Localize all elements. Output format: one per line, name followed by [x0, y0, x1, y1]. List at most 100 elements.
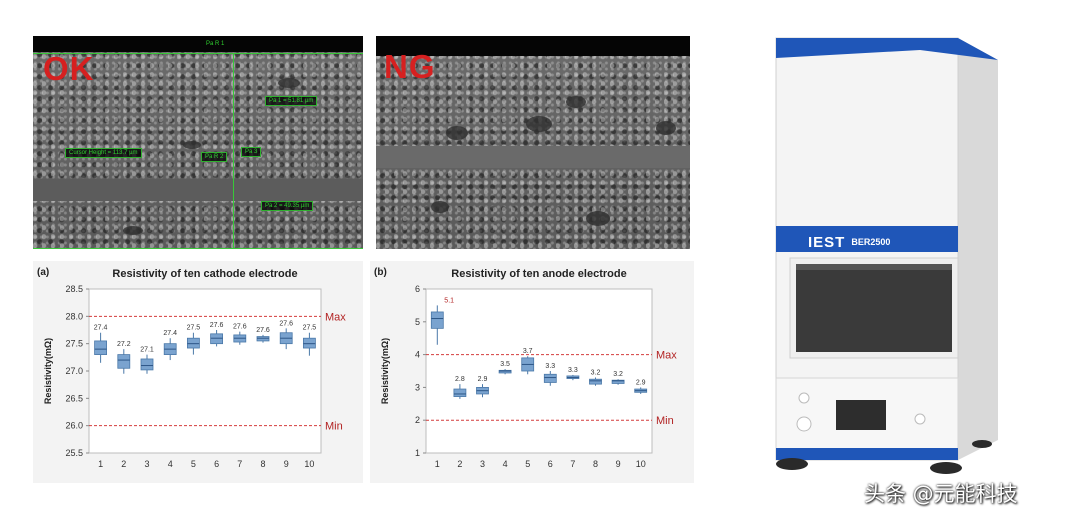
pore-blob	[431, 201, 449, 213]
measure-line	[33, 53, 363, 54]
chart-anode-svg: (b) Resistivity of ten anode electrode 1 2 3…	[374, 267, 677, 469]
tester-device	[775, 37, 998, 474]
x-tick-label: 9	[284, 459, 289, 469]
pore-blob	[278, 78, 300, 88]
x-tick-label: 6	[548, 459, 553, 469]
sem-image-ok: OK Pa R 1 Pa 1 = 51.81 µm Cursor Height …	[33, 36, 363, 249]
data-label: 27.5	[303, 325, 317, 332]
chart-panel-letter: (b)	[374, 267, 387, 278]
box-body	[210, 333, 224, 345]
watermark: 头条 @元能科技	[864, 482, 1018, 506]
x-tick-label: 3	[144, 459, 149, 469]
data-label: 27.5	[187, 325, 201, 332]
data-label: 3.5	[500, 361, 510, 368]
box-body	[302, 337, 316, 349]
x-tick-label: 2	[457, 459, 462, 469]
box-body	[611, 379, 625, 384]
data-label: 27.6	[279, 320, 293, 327]
device-top-stripe	[776, 38, 998, 60]
y-tick-label: 27.0	[65, 366, 83, 376]
device-window	[796, 264, 952, 352]
x-tick-label: 10	[636, 459, 646, 469]
ref-label-max: Max	[325, 311, 346, 323]
pore-blob	[446, 126, 468, 140]
measure-line	[233, 53, 234, 249]
data-label: 27.6	[233, 324, 247, 331]
device-brand-band	[776, 226, 958, 252]
measure-label-cursor: Cursor Height = 113.7 µm	[65, 148, 142, 158]
y-tick-label: 26.0	[65, 421, 83, 431]
box-body	[186, 337, 200, 349]
device-window-glare	[796, 264, 952, 270]
y-tick-label: 28.0	[65, 311, 83, 321]
x-tick-label: 7	[570, 459, 575, 469]
data-label: 27.4	[94, 325, 108, 332]
device-base	[776, 448, 958, 460]
box-body	[117, 354, 131, 369]
device-display	[836, 400, 886, 430]
data-label: 3.3	[545, 363, 555, 370]
box-body	[453, 388, 467, 397]
pore-blob	[586, 211, 610, 226]
pore-blob	[656, 121, 676, 135]
pore-blob	[123, 226, 143, 235]
measure-label-side: Pa 3	[241, 147, 262, 157]
x-tick-label: 2	[121, 459, 126, 469]
data-label: 27.4	[163, 330, 177, 337]
x-tick-label: 8	[260, 459, 265, 469]
chart-cathode-svg: (a) Resistivity of ten cathode electrode 2…	[37, 267, 346, 469]
chart-title: Resistivity of ten anode electrode	[451, 268, 626, 280]
x-tick-label: 8	[593, 459, 598, 469]
device-foot	[776, 458, 808, 470]
y-tick-label: 26.5	[65, 393, 83, 403]
pore-blob	[566, 96, 586, 108]
ng-tag: NG	[384, 48, 436, 85]
data-label: 27.1	[140, 347, 154, 354]
data-label: 27.6	[256, 327, 270, 334]
measure-label-pa1: Pa 1 = 51.81 µm	[265, 96, 318, 106]
x-tick-label: 4	[168, 459, 173, 469]
x-tick-label: 7	[237, 459, 242, 469]
device-foot	[972, 440, 992, 448]
pore-blob	[526, 116, 552, 132]
y-tick-label: 4	[415, 350, 420, 360]
chart-anode: (b) Resistivity of ten anode electrode 1 2 3…	[370, 261, 694, 483]
current-collector-band	[33, 179, 363, 201]
device-knob-icon	[798, 392, 810, 404]
x-tick-label: 1	[435, 459, 440, 469]
box-body	[256, 336, 270, 342]
y-tick-label: 25.5	[65, 448, 83, 458]
x-tick-label: 5	[525, 459, 530, 469]
plot-area	[425, 288, 653, 454]
data-label: 27.2	[117, 341, 131, 348]
x-tick-label: 10	[304, 459, 314, 469]
x-tick-label: 9	[616, 459, 621, 469]
data-label: 3.7	[523, 348, 533, 355]
device-brand-row: IEST BER2500	[808, 232, 950, 252]
measure-line	[33, 248, 363, 249]
device-model: BER2500	[851, 237, 891, 247]
box-body	[543, 373, 557, 383]
sem-top-bar	[33, 36, 363, 52]
data-label: 2.9	[636, 379, 646, 386]
device-side	[958, 38, 998, 460]
y-tick-label: 27.5	[65, 339, 83, 349]
data-label: 27.6	[210, 322, 224, 329]
box-body	[430, 311, 444, 329]
data-label: 5.1	[444, 297, 454, 304]
data-label: 3.2	[613, 371, 623, 378]
ref-label-min: Min	[325, 421, 343, 433]
measure-label-pa2: Pa 2 = 49.35 µm	[261, 201, 314, 211]
sem-top-bar	[376, 36, 690, 56]
box-body	[94, 340, 107, 356]
ref-label-max: Max	[656, 350, 677, 362]
data-label: 2.9	[478, 376, 488, 383]
y-axis-label: Resistivity(mΩ)	[380, 338, 390, 404]
box-body	[140, 358, 154, 371]
box-body	[589, 378, 602, 385]
measure-label-top: Pa R 1	[206, 41, 225, 47]
ref-label-min: Min	[656, 415, 674, 427]
chart-title: Resistivity of ten cathode electrode	[112, 268, 297, 280]
y-axis-label: Resistivity(mΩ)	[43, 338, 53, 404]
data-label: 3.3	[568, 367, 578, 374]
